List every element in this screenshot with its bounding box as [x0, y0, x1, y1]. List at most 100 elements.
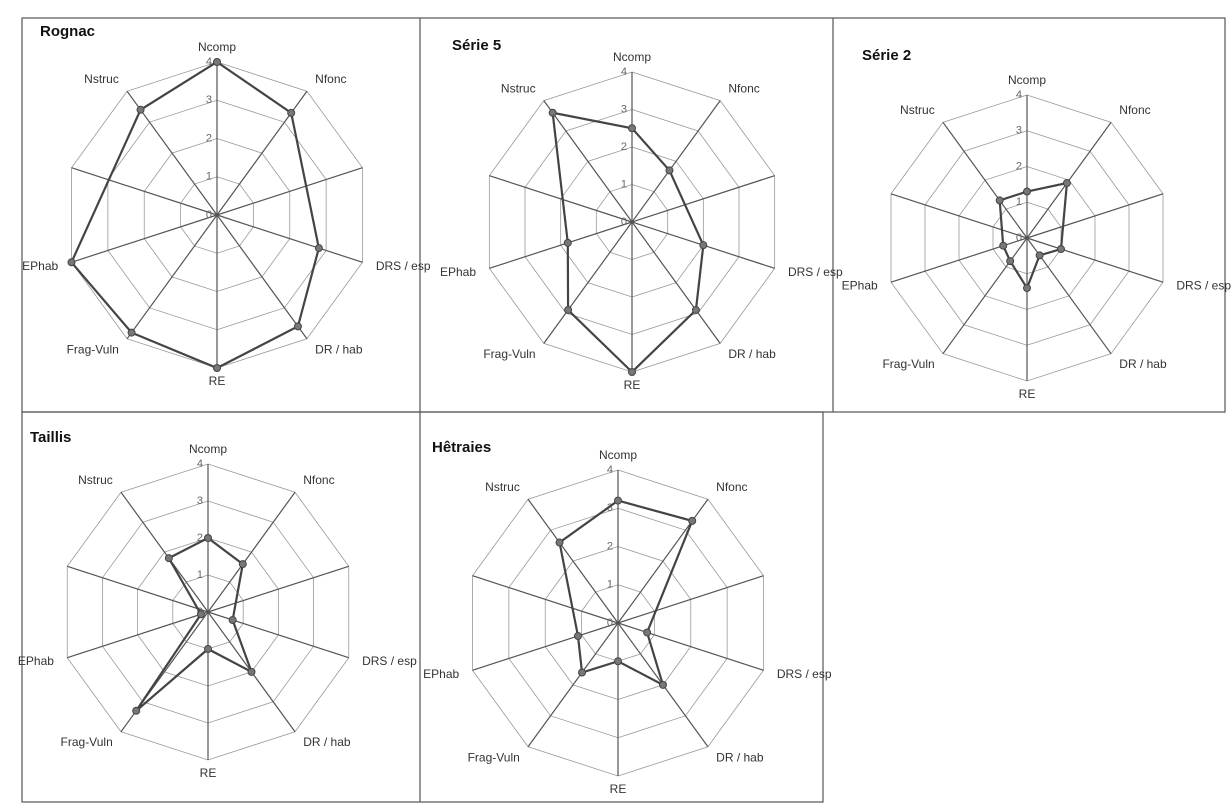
- category-label: Nfonc: [1119, 103, 1150, 117]
- data-point: [573, 632, 582, 641]
- axis-spoke: [489, 221, 633, 269]
- tick-label: 4: [206, 56, 212, 68]
- data-point: [665, 166, 674, 175]
- data-point: [628, 124, 636, 133]
- axis-spoke: [489, 175, 633, 223]
- tick-label: 4: [621, 66, 627, 78]
- data-point: [132, 706, 141, 715]
- axis-spoke: [216, 214, 308, 340]
- category-label: DR / hab: [1119, 357, 1167, 371]
- tick-label: 4: [197, 458, 203, 470]
- tick-label: 0: [621, 216, 627, 228]
- data-point: [628, 368, 636, 376]
- axis-spoke: [617, 575, 764, 624]
- category-label: RE: [209, 374, 226, 388]
- axis-spoke: [207, 491, 296, 613]
- chart-title: Série 2: [862, 47, 911, 64]
- category-label: Nstruc: [900, 103, 935, 117]
- chart-title: Série 5: [452, 37, 501, 54]
- category-label: DR / hab: [728, 347, 776, 361]
- axis-spoke: [67, 565, 209, 613]
- category-label: Nstruc: [501, 81, 536, 95]
- data-point: [555, 538, 564, 547]
- category-label: Nfonc: [728, 81, 759, 95]
- data-point: [238, 560, 247, 569]
- tick-label: 3: [197, 495, 203, 507]
- axis-spoke: [472, 622, 619, 671]
- data-point: [136, 105, 145, 114]
- axis-spoke: [126, 214, 218, 340]
- tick-label: 4: [607, 464, 613, 476]
- axis-spoke: [617, 622, 764, 671]
- category-label: EPhab: [22, 259, 58, 273]
- data-point: [999, 241, 1008, 250]
- tick-label: 2: [1016, 160, 1022, 172]
- category-label: Ncomp: [1008, 73, 1046, 87]
- tick-label: 0: [206, 209, 212, 221]
- data-point: [247, 667, 256, 676]
- category-label: Ncomp: [599, 448, 637, 462]
- axis-spoke: [1026, 237, 1164, 283]
- chart-title: Rognac: [40, 23, 95, 40]
- axis-spoke: [472, 575, 619, 624]
- category-label: Nstruc: [84, 72, 119, 86]
- axis-spoke: [527, 622, 619, 748]
- data-point: [548, 108, 557, 117]
- tick-label: 2: [621, 141, 627, 153]
- category-label: Nfonc: [716, 480, 747, 494]
- data-point: [614, 496, 622, 505]
- axis-spoke: [71, 167, 218, 216]
- data-point: [287, 108, 296, 117]
- tick-label: 1: [621, 178, 627, 190]
- tick-label: 2: [197, 532, 203, 544]
- data-point: [204, 645, 212, 653]
- data-point: [614, 657, 622, 666]
- tick-label: 2: [206, 132, 212, 144]
- tick-label: 3: [607, 502, 613, 514]
- category-label: DRS / esp: [1176, 279, 1231, 293]
- axis-spoke: [207, 565, 349, 613]
- tick-label: 1: [206, 171, 212, 183]
- axis-spoke: [631, 100, 721, 223]
- data-point: [699, 241, 708, 250]
- data-point: [995, 196, 1004, 205]
- category-label: Nfonc: [303, 473, 334, 487]
- tick-label: 0: [607, 617, 613, 629]
- axis-spoke: [216, 214, 363, 263]
- chart-title: Hêtraies: [432, 439, 491, 456]
- category-label: RE: [610, 782, 627, 796]
- tick-label: 2: [607, 540, 613, 552]
- category-label: Ncomp: [613, 50, 651, 64]
- category-label: DRS / esp: [362, 654, 417, 668]
- data-point: [643, 628, 652, 637]
- category-label: Ncomp: [198, 40, 236, 54]
- category-label: DRS / esp: [777, 667, 832, 681]
- category-label: DR / hab: [315, 342, 363, 356]
- data-point: [164, 554, 173, 563]
- tick-label: 3: [206, 94, 212, 106]
- axis-spoke: [120, 491, 209, 613]
- category-label: EPhab: [440, 265, 476, 279]
- category-label: Frag-Vuln: [882, 357, 934, 371]
- category-label: Frag-Vuln: [483, 347, 535, 361]
- category-label: DRS / esp: [788, 265, 843, 279]
- series-line: [70, 60, 320, 370]
- category-label: EPhab: [842, 279, 878, 293]
- data-point: [691, 305, 700, 314]
- axis-spoke: [1026, 193, 1164, 239]
- category-label: RE: [624, 378, 641, 392]
- data-point: [1023, 187, 1031, 196]
- axis-spoke: [71, 214, 218, 263]
- tick-label: 1: [607, 579, 613, 591]
- category-label: DR / hab: [303, 735, 351, 749]
- tick-label: 0: [1016, 232, 1022, 244]
- category-label: Ncomp: [189, 442, 227, 456]
- data-point: [196, 610, 205, 619]
- data-point: [293, 322, 302, 331]
- category-label: Nstruc: [485, 480, 520, 494]
- axis-spoke: [543, 100, 633, 223]
- category-label: Nfonc: [315, 72, 346, 86]
- data-point: [688, 516, 697, 525]
- axis-spoke: [527, 498, 619, 624]
